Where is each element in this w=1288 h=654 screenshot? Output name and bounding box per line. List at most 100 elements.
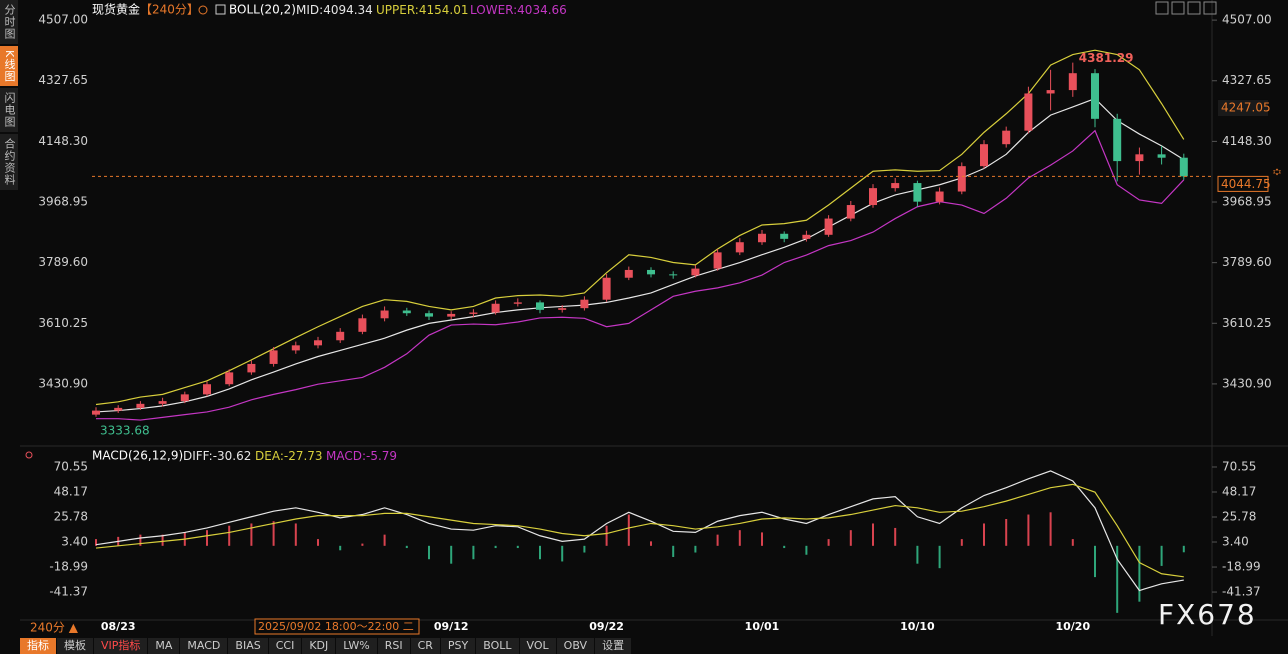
toolbar-button[interactable]: VOL bbox=[519, 638, 557, 654]
legend-name: MID: bbox=[296, 3, 323, 17]
candle-body bbox=[846, 205, 855, 219]
macd-bar bbox=[405, 545, 408, 549]
side-tab[interactable]: 分时图 bbox=[0, 0, 18, 44]
legend-item: LOWER:4034.66 bbox=[470, 3, 567, 17]
toolbar-button[interactable]: 指标 bbox=[20, 638, 57, 654]
macd-bar bbox=[317, 539, 319, 546]
macd-bar bbox=[494, 545, 497, 549]
icon[interactable] bbox=[1203, 1, 1217, 15]
watermark: FX678 bbox=[1158, 598, 1257, 631]
indicator-title: BOLL(20,2) bbox=[229, 3, 296, 17]
legend-value: -27.73 bbox=[284, 449, 323, 463]
side-tab[interactable]: K线图 bbox=[0, 46, 18, 87]
macd-bar bbox=[339, 545, 342, 551]
candle-body bbox=[869, 188, 877, 206]
macd-bar bbox=[250, 523, 253, 546]
y-tick-label: 70.55 bbox=[1222, 459, 1256, 473]
side-tab[interactable]: 合约资料 bbox=[0, 134, 18, 191]
side-tab[interactable]: 闪电图 bbox=[0, 88, 18, 133]
candle-body bbox=[402, 310, 411, 314]
macd-bar bbox=[139, 534, 142, 546]
candle-body bbox=[558, 308, 567, 310]
macd-bar bbox=[383, 534, 386, 546]
y-tick-label: 70.55 bbox=[54, 459, 88, 473]
candle-body bbox=[913, 183, 922, 202]
high-annotation: 4381.29 bbox=[1079, 51, 1134, 65]
legend-name: DEA: bbox=[255, 449, 284, 463]
candle-body bbox=[602, 277, 611, 300]
low-annotation: 3333.68 bbox=[100, 423, 150, 437]
candle-body bbox=[713, 252, 722, 269]
y-tick-label: 48.17 bbox=[54, 484, 88, 498]
target-icon[interactable] bbox=[25, 451, 33, 459]
toolbar-button[interactable]: PSY bbox=[440, 638, 477, 654]
price-marker-box bbox=[1218, 99, 1268, 116]
x-tick-label: 10/10 bbox=[900, 620, 935, 633]
y-tick-label: 48.17 bbox=[1222, 484, 1256, 498]
toolbar-button[interactable]: LW% bbox=[336, 638, 378, 654]
macd-bar bbox=[960, 539, 963, 546]
macd-bar bbox=[161, 534, 164, 546]
toolbar-button[interactable]: 设置 bbox=[595, 638, 633, 654]
toolbar-button[interactable]: KDJ bbox=[302, 638, 337, 654]
macd-bar bbox=[849, 530, 852, 546]
y-tick-label: 3.40 bbox=[1222, 535, 1249, 549]
macd-bar bbox=[450, 545, 453, 564]
macd-bar bbox=[672, 545, 675, 557]
candle-body bbox=[1068, 73, 1077, 91]
window-icons bbox=[1155, 1, 1217, 15]
candle-body bbox=[957, 166, 966, 192]
icon[interactable] bbox=[1155, 1, 1169, 15]
period: 【240分】 bbox=[140, 3, 199, 17]
candle-body bbox=[824, 218, 833, 235]
toolbar-button[interactable]: CR bbox=[410, 638, 441, 654]
candle-body bbox=[269, 350, 278, 364]
y-tick-label: 3789.60 bbox=[1222, 255, 1272, 269]
candle-body bbox=[114, 407, 123, 411]
toolbar-button[interactable]: BOLL bbox=[476, 638, 520, 654]
toolbar-button[interactable]: RSI bbox=[377, 638, 411, 654]
legend-value: 4154.01 bbox=[419, 3, 469, 17]
candle-body bbox=[1091, 73, 1099, 119]
legend-name: DIFF: bbox=[183, 449, 213, 463]
candle-body bbox=[691, 268, 700, 276]
toolbar-button[interactable]: VIP指标 bbox=[94, 638, 149, 654]
toolbar-button[interactable]: MACD bbox=[180, 638, 229, 654]
y-tick-label: -18.99 bbox=[1222, 560, 1261, 574]
candle-body bbox=[513, 302, 522, 304]
macd-bar bbox=[761, 532, 763, 546]
candle-body bbox=[891, 183, 900, 189]
legend-value: 4094.34 bbox=[323, 3, 373, 17]
toolbar-button[interactable]: MA bbox=[148, 638, 181, 654]
icon[interactable] bbox=[1171, 1, 1185, 15]
toolbar-button[interactable]: CCI bbox=[268, 638, 303, 654]
candle-body bbox=[669, 274, 678, 276]
icon[interactable] bbox=[1187, 1, 1201, 15]
macd-bar bbox=[894, 527, 897, 546]
sidebar: 分时图 K线图 闪电图 合约资料 bbox=[0, 0, 18, 192]
macd-bar bbox=[805, 545, 808, 555]
timeframe[interactable]: 240分 ▲ bbox=[30, 621, 79, 635]
macd-bar bbox=[1094, 545, 1096, 578]
legend-value: -5.79 bbox=[366, 449, 397, 463]
candle-body bbox=[447, 313, 456, 317]
toolbar-button[interactable]: OBV bbox=[556, 638, 596, 654]
candle-body bbox=[1046, 90, 1055, 94]
macd-bar bbox=[272, 521, 275, 546]
candle-body bbox=[425, 313, 433, 317]
y-tick-label: 3610.25 bbox=[38, 316, 88, 330]
add-icon[interactable] bbox=[198, 5, 208, 15]
y-tick-label: 4148.30 bbox=[1222, 134, 1272, 148]
macd-bar bbox=[627, 514, 630, 546]
macd-bar bbox=[872, 523, 874, 546]
candle-body bbox=[624, 269, 633, 278]
x-tick-label: 10/01 bbox=[745, 620, 780, 633]
candle-body bbox=[647, 269, 655, 275]
legend-item: DIFF:-30.62 bbox=[183, 449, 251, 463]
macd-bar bbox=[738, 530, 741, 546]
toolbar-button[interactable]: BIAS bbox=[228, 638, 269, 654]
toolbar-button[interactable]: 模板 bbox=[57, 638, 94, 654]
settings-icon[interactable] bbox=[215, 4, 226, 15]
legend-item: MID:4094.34 bbox=[296, 3, 373, 17]
candle-body bbox=[336, 331, 345, 341]
